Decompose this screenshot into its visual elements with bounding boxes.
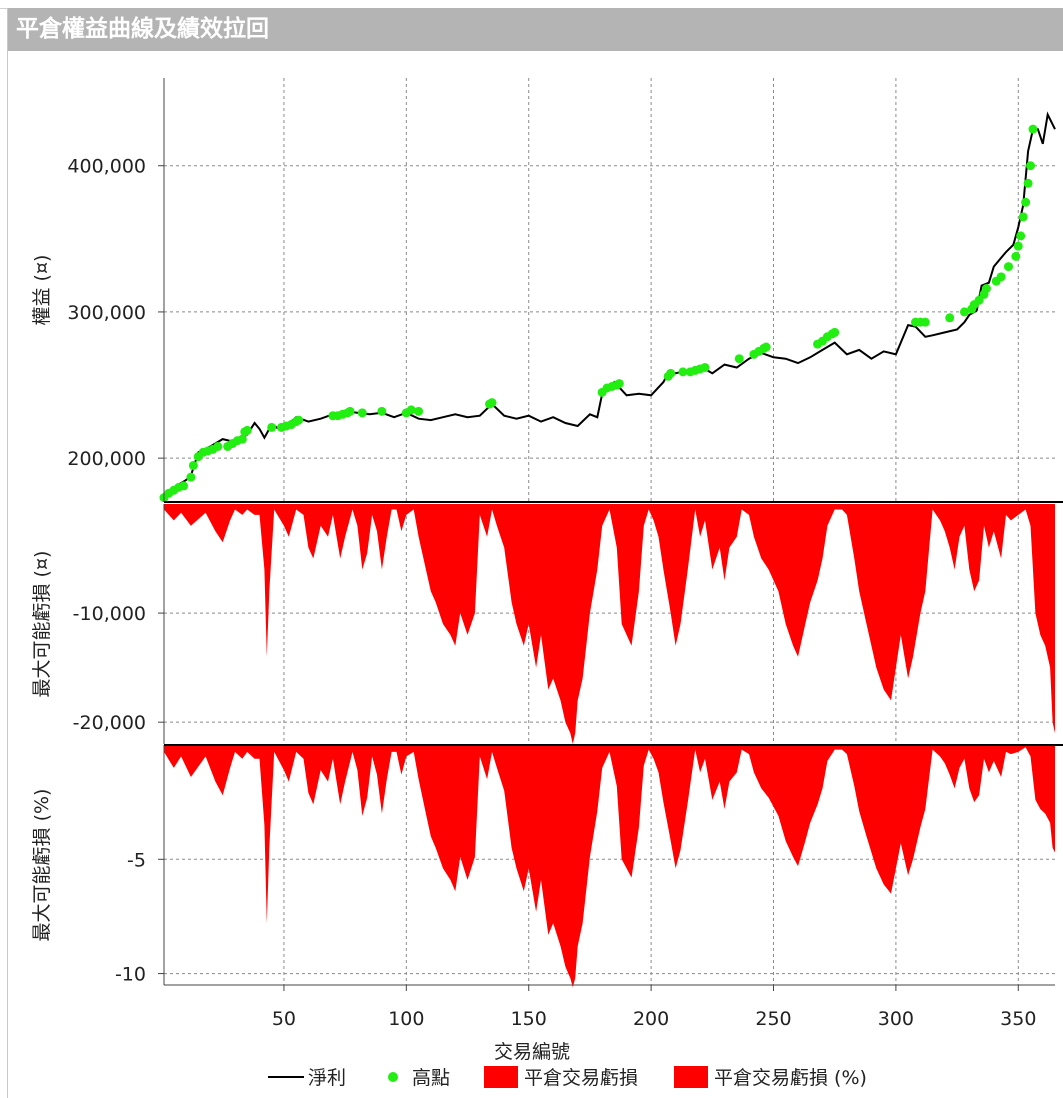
y-tick-label: 300,000 bbox=[67, 302, 146, 324]
high-point bbox=[614, 379, 624, 389]
x-tick-label: 100 bbox=[388, 1008, 424, 1030]
window-left-edge bbox=[7, 8, 8, 1098]
x-tick-label: 350 bbox=[1000, 1008, 1036, 1030]
high-point bbox=[213, 441, 223, 451]
high-point bbox=[406, 405, 416, 415]
high-point bbox=[1026, 161, 1036, 171]
high-point bbox=[666, 368, 676, 378]
legend-box-swatch bbox=[484, 1066, 518, 1088]
y-axis-label: 權益 (¤) bbox=[31, 255, 53, 326]
high-point bbox=[345, 406, 355, 416]
legend-label: 高點 bbox=[412, 1067, 450, 1089]
drawdown-areas bbox=[164, 504, 1055, 988]
high-point bbox=[377, 406, 387, 416]
high-point bbox=[357, 408, 367, 418]
high-point bbox=[761, 342, 771, 352]
x-tick-label: 300 bbox=[878, 1008, 914, 1030]
high-point bbox=[1011, 251, 1021, 261]
high-point bbox=[186, 472, 196, 482]
legend-label: 平倉交易虧損 bbox=[524, 1067, 638, 1089]
y-tick-label: 400,000 bbox=[67, 156, 146, 178]
high-point bbox=[1028, 124, 1038, 134]
high-point bbox=[294, 415, 304, 425]
x-axis-label: 交易編號 bbox=[494, 1041, 570, 1063]
drawdown-area bbox=[164, 745, 1055, 988]
high-point bbox=[1013, 241, 1023, 251]
y-axis-label: 最大可能虧損 (¤) bbox=[31, 551, 53, 698]
high-point bbox=[1016, 231, 1026, 241]
y-tick-label: -20,000 bbox=[73, 712, 146, 734]
window-title: 平倉權益曲線及績效拉回 bbox=[8, 8, 1063, 51]
high-point bbox=[188, 460, 198, 470]
y-tick-label: -10 bbox=[115, 964, 146, 986]
high-point bbox=[267, 422, 277, 432]
high-point bbox=[981, 284, 991, 294]
high-point bbox=[959, 307, 969, 317]
high-point bbox=[700, 362, 710, 372]
y-tick-label: 200,000 bbox=[67, 448, 146, 470]
legend-box-swatch bbox=[674, 1066, 708, 1088]
x-tick-label: 250 bbox=[755, 1008, 791, 1030]
legend-label: 淨利 bbox=[308, 1067, 346, 1089]
high-point bbox=[179, 481, 189, 491]
legend-label: 平倉交易虧損 (%) bbox=[714, 1067, 867, 1089]
high-point bbox=[1003, 262, 1013, 272]
y-axis-label: 最大可能虧損 (%) bbox=[31, 789, 53, 942]
axis-labels: 50 100 150 200 250 300 350 200,000 300,000 400,00… bbox=[31, 156, 1036, 1063]
x-tick-label: 200 bbox=[633, 1008, 669, 1030]
high-point bbox=[1018, 212, 1028, 222]
y-tick-label: -5 bbox=[127, 849, 146, 871]
high-point bbox=[237, 434, 247, 444]
high-point bbox=[242, 425, 252, 435]
high-points-layer bbox=[159, 124, 1038, 503]
high-point bbox=[414, 406, 424, 416]
high-point bbox=[1023, 178, 1033, 188]
x-tick-label: 150 bbox=[511, 1008, 547, 1030]
legend-dot-swatch bbox=[388, 1072, 398, 1082]
axes bbox=[158, 78, 1063, 991]
high-point bbox=[920, 317, 930, 327]
high-point bbox=[996, 272, 1006, 282]
drawdown-area bbox=[164, 504, 1055, 744]
high-point bbox=[1021, 197, 1031, 207]
x-tick-label: 50 bbox=[272, 1008, 296, 1030]
high-point bbox=[734, 354, 744, 364]
equity-line-layer bbox=[163, 111, 1056, 499]
equity-line bbox=[163, 111, 1056, 499]
high-point bbox=[487, 398, 497, 408]
high-point bbox=[830, 327, 840, 337]
legend: 淨利 高點 平倉交易虧損 平倉交易虧損 (%) bbox=[268, 1066, 867, 1089]
y-tick-label: -10,000 bbox=[73, 603, 146, 625]
high-point bbox=[945, 313, 955, 323]
high-point bbox=[678, 367, 688, 377]
